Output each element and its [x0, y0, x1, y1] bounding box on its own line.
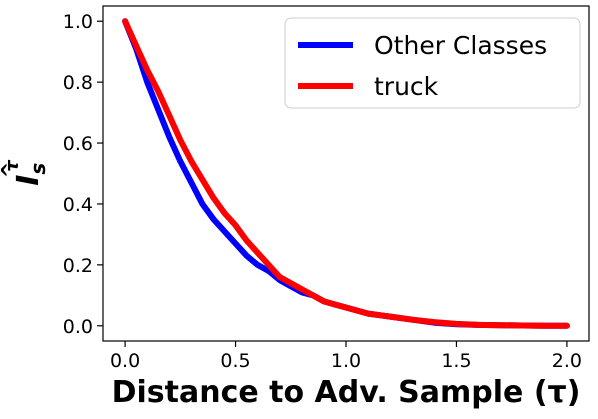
- x-axis-title: Distance to Adv. Sample (τ): [112, 375, 581, 410]
- y-tick-label: 0.4: [63, 194, 93, 216]
- x-tick-label: 2.0: [552, 350, 582, 372]
- x-tick-label: 1.5: [441, 350, 471, 372]
- legend-label-other-classes: Other Classes: [374, 31, 547, 60]
- series-line-truck: [122, 18, 570, 329]
- x-tick-label: 0.5: [220, 350, 250, 372]
- y-axis-title-main: I: [11, 175, 46, 186]
- y-axis-title-sup: τ: [2, 160, 23, 172]
- x-axis: 0.0 0.5 1.0 1.5 2.0: [110, 341, 582, 372]
- y-axis-title: Isτ ^: [0, 160, 50, 186]
- legend-label-truck: truck: [374, 72, 439, 101]
- y-tick-label: 0.8: [63, 72, 93, 94]
- y-tick-label: 0.2: [63, 255, 93, 277]
- y-axis: 0.0 0.2 0.4 0.6 0.8 1.0: [63, 11, 103, 338]
- x-tick-label: 1.0: [331, 350, 361, 372]
- y-tick-label: 0.6: [63, 133, 93, 155]
- x-tick-label: 0.0: [110, 350, 140, 372]
- svg-text:Isτ: Isτ: [2, 160, 50, 186]
- legend-box: [284, 17, 581, 109]
- y-tick-label: 0.0: [63, 316, 93, 338]
- y-axis-title-sub: s: [26, 163, 50, 175]
- y-axis-title-hat: ^: [0, 162, 21, 179]
- legend: Other Classes truck: [284, 17, 581, 109]
- plot-lines: [122, 18, 570, 329]
- y-tick-label: 1.0: [63, 11, 93, 33]
